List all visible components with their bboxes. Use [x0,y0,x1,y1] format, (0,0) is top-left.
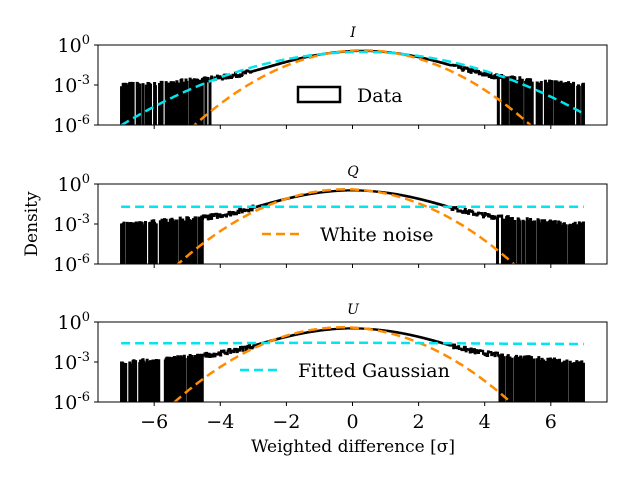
panel-title: Q [347,164,359,180]
white-noise-curve [176,188,516,264]
legend-label: White noise [320,224,434,246]
y-tick-label: 10-6 [53,113,90,137]
y-tick-label: 10-3 [53,212,90,236]
y-tick-label: 100 [58,33,90,57]
y-tick-label: 10-6 [53,390,90,414]
x-tick-label: 2 [413,411,425,433]
x-tick-label: −4 [206,411,234,433]
panel-title: I [349,25,356,41]
fitted-gaussian-curve [120,50,585,125]
x-tick-label: 4 [479,411,491,433]
legend-label: Data [357,85,403,107]
panel-U: U 100 10-3 10-6 −6 −4 −2 0 2 4 6 Fitted Gaussian [53,302,608,433]
y-tick-label: 10-3 [53,73,90,97]
legend-label: Fitted Gaussian [298,360,450,382]
panel-title: U [347,302,360,318]
legend-swatch-data [296,85,342,104]
x-tick-label: −2 [272,411,300,433]
panel-Q: Q 100 10-3 10-6 White noise [53,164,608,276]
legend: White noise [262,224,434,246]
x-tick-label: 0 [346,411,358,433]
y-tick-label: 100 [58,310,90,334]
panel-I: I 100 10-3 10-6 Data [53,25,608,137]
white-noise-curve [172,326,513,402]
x-axis-label: Weighted difference [σ] [251,437,455,457]
fitted-gaussian-curve [121,341,584,346]
legend: Fitted Gaussian [240,360,450,382]
legend: Data [296,85,403,107]
white-noise-curve [192,49,533,125]
y-tick-label: 100 [58,172,90,196]
x-tick-label: −6 [140,411,168,433]
x-tick-label: 6 [545,411,557,433]
y-tick-label: 10-3 [53,350,90,374]
y-tick-label: 10-6 [53,252,90,276]
y-axis-label: Density [22,191,42,257]
